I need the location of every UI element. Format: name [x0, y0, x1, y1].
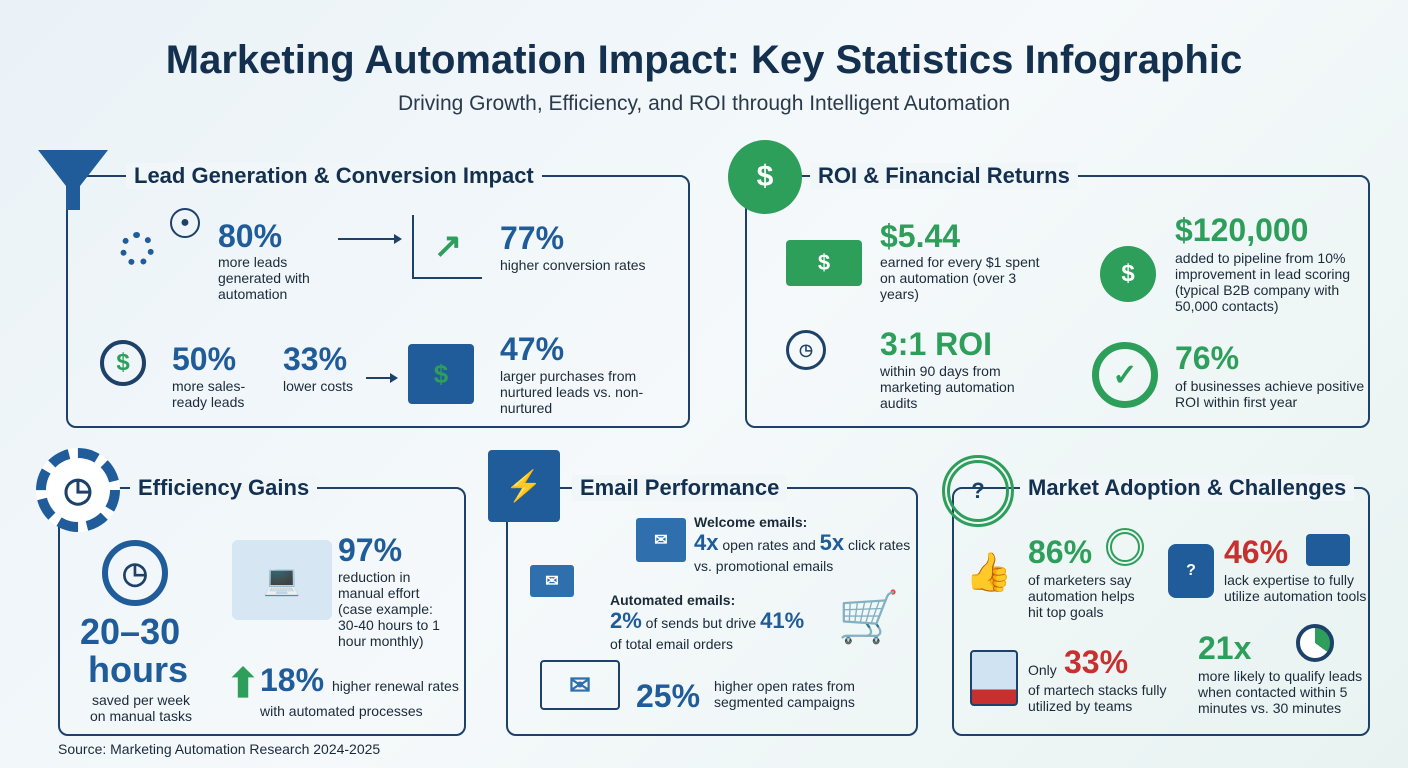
- market-33-value: 33%: [1064, 644, 1129, 680]
- target-icon: [1106, 528, 1144, 566]
- efficiency-97-text: reduction in manual effort (case example…: [338, 569, 440, 649]
- lead-77-text: higher conversion rates: [500, 257, 646, 273]
- server-stack-icon: [970, 650, 1018, 706]
- source-note: Source: Marketing Automation Research 20…: [58, 741, 381, 757]
- welcome-click-value: 5x: [819, 530, 845, 555]
- email-title: Email Performance: [572, 475, 788, 501]
- lead-80-value: 80%: [218, 218, 283, 254]
- envelope-icon: ✉: [530, 565, 574, 597]
- up-arrow-icon: ⬆: [226, 662, 260, 706]
- gear-icon: [120, 232, 154, 266]
- welcome-click-text: click rates: [844, 537, 911, 553]
- welcome-stats: 4x open rates and 5x click rates: [694, 532, 910, 556]
- email-25-value: 25%: [636, 678, 701, 714]
- coins-up-icon: $: [728, 140, 802, 214]
- email-25-text: higher open rates from segmented campaig…: [714, 678, 855, 710]
- toolbox-icon: [1306, 534, 1350, 566]
- automated-orders-value: 41%: [760, 608, 805, 633]
- shopping-cart-icon: 🛒: [837, 588, 901, 645]
- cash-icon: $: [786, 240, 862, 286]
- roi-76-value: 76%: [1175, 340, 1240, 376]
- roi-544-value: $5.44: [880, 218, 961, 254]
- bar-chart-icon: ↗: [412, 215, 482, 279]
- lead-77-value: 77%: [500, 220, 565, 256]
- arrow: [366, 373, 398, 383]
- welcome-label: Welcome emails:: [694, 514, 808, 530]
- automated-stats: 2% of sends but drive 41%: [610, 610, 804, 634]
- automated-sends-text: of sends but drive: [641, 615, 761, 631]
- efficiency-hours-value: 20–30: [80, 611, 181, 652]
- efficiency-18-text2: with automated processes: [260, 703, 423, 719]
- user-icon: ●: [170, 208, 200, 238]
- welcome-compare: vs. promotional emails: [694, 558, 834, 574]
- roi-31-text: within 90 days from marketing automation…: [880, 363, 1015, 411]
- lead-47-value: 47%: [500, 331, 565, 367]
- market-46-text: lack expertise to fully utilize automati…: [1224, 572, 1367, 604]
- automated-orders-text: of total email orders: [610, 636, 733, 652]
- efficiency-18-text1: higher renewal rates: [332, 678, 459, 694]
- page-title: Marketing Automation Impact: Key Statist…: [165, 38, 1243, 82]
- efficiency-title: Efficiency Gains: [130, 475, 318, 501]
- efficiency-97-value: 97%: [338, 532, 403, 568]
- efficiency-hours-text: saved per week on manual tasks: [90, 692, 192, 724]
- segmented-email-icon: ✉: [540, 660, 620, 710]
- thumbs-up-icon: 👍: [965, 552, 1013, 594]
- lead-title: Lead Generation & Conversion Impact: [126, 163, 542, 189]
- box-money-icon: $: [408, 344, 474, 404]
- automated-label: Automated emails:: [610, 592, 736, 608]
- market-86-value: 86%: [1028, 534, 1093, 570]
- market-86-text: of marketers say automation helps hit to…: [1028, 572, 1135, 620]
- roi-76-text: of businesses achieve positive ROI withi…: [1175, 378, 1365, 410]
- roi-31-value: 3:1 ROI: [880, 326, 993, 362]
- market-33-text: of martech stacks fully utilized by team…: [1028, 682, 1167, 714]
- dollar-search-icon: $: [100, 340, 146, 386]
- market-21x-text: more likely to qualify leads when contac…: [1198, 668, 1363, 716]
- lead-80-text: more leads generated with automation: [218, 254, 310, 302]
- clock-scale-icon: ◷: [786, 330, 826, 370]
- lead-50-text: more sales-ready leads: [172, 378, 246, 410]
- welcome-open-value: 4x: [694, 530, 719, 555]
- efficiency-hours-unit: hours: [88, 649, 189, 690]
- envelope-bolt-icon: ⚡: [488, 450, 560, 522]
- confused-person-icon: ?: [1168, 544, 1214, 598]
- efficiency-18-value: 18%: [260, 662, 325, 698]
- welcome-open-text: open rates and: [718, 537, 820, 553]
- envelope-letter-icon: ✉: [636, 518, 686, 562]
- stopwatch-icon: [1296, 624, 1334, 662]
- stressed-worker-icon: 💻: [232, 540, 332, 620]
- check-circle-icon: ✓: [1092, 342, 1158, 408]
- market-46-value: 46%: [1224, 534, 1289, 570]
- lead-47-text: larger purchases from nurtured leads vs.…: [500, 368, 644, 416]
- clock-refresh-icon: ◷: [102, 540, 168, 606]
- roi-title: ROI & Financial Returns: [810, 163, 1078, 189]
- market-title: Market Adoption & Challenges: [1020, 475, 1355, 501]
- market-33-prefix: Only: [1028, 662, 1057, 678]
- lead-33-value: 33%: [283, 341, 348, 377]
- gear-clock-icon: ◷: [36, 448, 120, 532]
- roi-544-text: earned for every $1 spent on automation …: [880, 254, 1040, 302]
- money-bag-icon: $: [1100, 246, 1156, 302]
- market-21x-value: 21x: [1198, 630, 1252, 666]
- roi-120k-value: $120,000: [1175, 212, 1309, 248]
- automated-sends-value: 2%: [610, 608, 642, 633]
- roi-120k-text: added to pipeline from 10% improvement i…: [1175, 250, 1351, 314]
- lead-33-text: lower costs: [283, 378, 354, 394]
- page-subtitle: Driving Growth, Efficiency, and ROI thro…: [397, 92, 1011, 115]
- target-question-icon: ?: [942, 455, 1014, 527]
- lead-50-value: 50%: [172, 341, 237, 377]
- arrow: [338, 234, 402, 244]
